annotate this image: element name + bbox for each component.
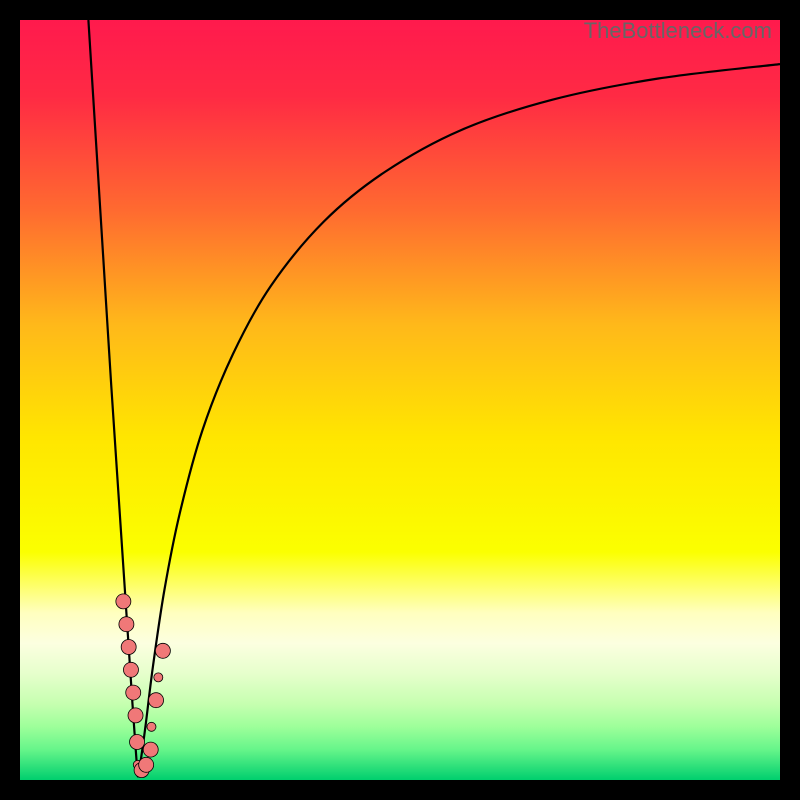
- data-marker: [139, 757, 154, 772]
- watermark-text: TheBottleneck.com: [584, 18, 772, 44]
- data-marker: [121, 640, 136, 655]
- bottleneck-chart: [0, 0, 800, 800]
- data-marker: [119, 617, 134, 632]
- data-marker: [126, 685, 141, 700]
- data-marker: [154, 673, 163, 682]
- data-marker: [143, 742, 158, 757]
- chart-frame: TheBottleneck.com: [0, 0, 800, 800]
- data-marker: [147, 722, 156, 731]
- data-marker: [128, 708, 143, 723]
- data-marker: [116, 594, 131, 609]
- data-marker: [130, 735, 145, 750]
- data-marker: [149, 693, 164, 708]
- data-marker: [155, 643, 170, 658]
- data-marker: [123, 662, 138, 677]
